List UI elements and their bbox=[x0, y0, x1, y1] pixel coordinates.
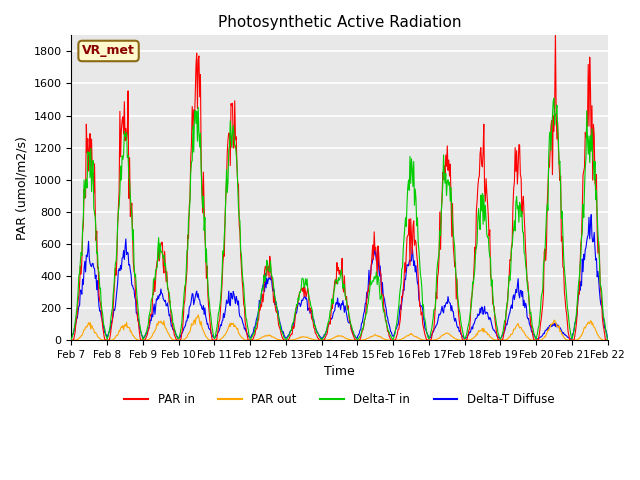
Title: Photosynthetic Active Radiation: Photosynthetic Active Radiation bbox=[218, 15, 461, 30]
X-axis label: Time: Time bbox=[324, 365, 355, 378]
Text: VR_met: VR_met bbox=[82, 45, 135, 58]
Y-axis label: PAR (umol/m2/s): PAR (umol/m2/s) bbox=[15, 136, 28, 240]
Legend: PAR in, PAR out, Delta-T in, Delta-T Diffuse: PAR in, PAR out, Delta-T in, Delta-T Dif… bbox=[120, 388, 559, 410]
